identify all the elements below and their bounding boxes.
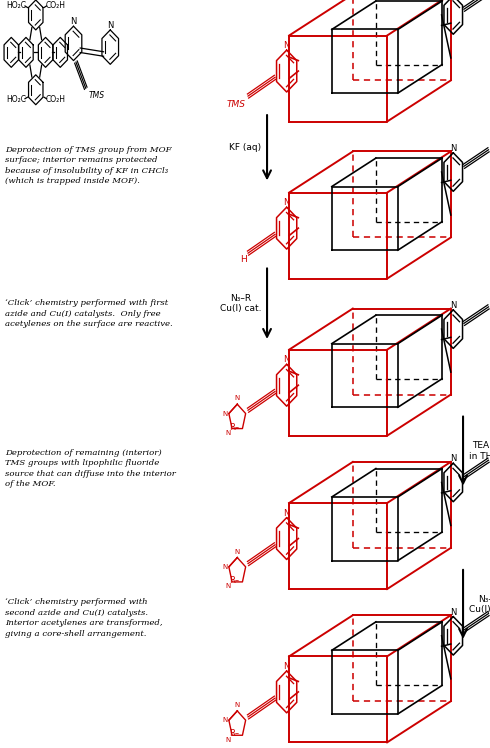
Text: N₃–R
Cu(I) cat.: N₃–R Cu(I) cat. [220, 294, 261, 313]
Text: N: N [226, 583, 231, 589]
Text: N: N [283, 662, 290, 671]
Text: N: N [450, 454, 457, 463]
Text: CO₂H: CO₂H [46, 95, 66, 104]
Text: N: N [226, 430, 231, 436]
Text: ‘Click’ chemistry performed with
second azide and Cu(I) catalysts.
Interior acet: ‘Click’ chemistry performed with second … [5, 598, 163, 637]
Text: N: N [107, 21, 114, 30]
Text: CO₂H: CO₂H [46, 1, 66, 10]
Text: R–: R– [229, 423, 240, 432]
Text: N: N [283, 509, 290, 518]
Text: Deprotection of remaining (interior)
TMS groups with lipophilic fluoride
source : Deprotection of remaining (interior) TMS… [5, 449, 176, 488]
Text: HO₂C: HO₂C [6, 1, 26, 10]
Text: R–: R– [229, 729, 240, 738]
Text: N: N [283, 355, 290, 364]
Text: H: H [240, 254, 246, 263]
Text: N: N [222, 564, 227, 570]
Text: N₃–R’
Cu(I) cat.: N₃–R’ Cu(I) cat. [469, 595, 490, 614]
Text: N: N [450, 144, 457, 153]
Text: N: N [70, 17, 77, 26]
Text: ‘Click’ chemistry performed with first
azide and Cu(I) catalysts.  Only free
ace: ‘Click’ chemistry performed with first a… [5, 299, 172, 328]
Text: N: N [450, 607, 457, 616]
Text: N: N [222, 717, 227, 723]
Text: KF (aq): KF (aq) [229, 143, 261, 153]
Text: N: N [283, 41, 290, 50]
Text: TMS: TMS [226, 99, 245, 108]
Text: N: N [235, 702, 240, 708]
Text: Deprotection of TMS group from MOF
surface; interior remains protected
because o: Deprotection of TMS group from MOF surfa… [5, 146, 172, 185]
Text: N: N [283, 198, 290, 207]
Text: N: N [235, 395, 240, 401]
Text: TEAF
in THF: TEAF in THF [469, 441, 490, 461]
Text: N: N [235, 548, 240, 554]
Text: N: N [450, 301, 457, 310]
Text: R–: R– [229, 576, 240, 585]
Text: TMS: TMS [88, 91, 104, 99]
Text: HO₂C: HO₂C [6, 95, 26, 104]
Text: N: N [222, 411, 227, 417]
Text: N: N [226, 737, 231, 743]
